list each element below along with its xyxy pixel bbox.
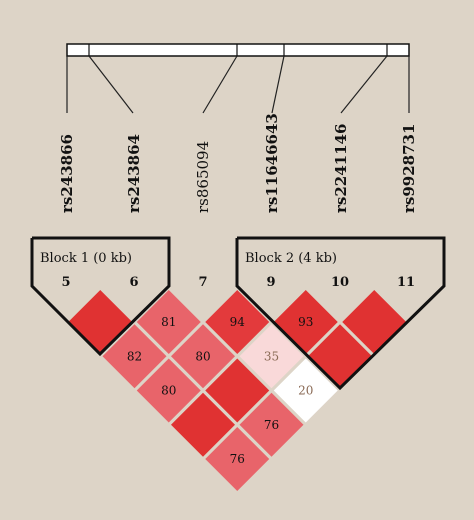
- ld-value-1-2: 81: [161, 315, 176, 329]
- snp-label-rs243866: rs243866: [58, 134, 76, 213]
- snp-index-5: 5: [61, 275, 70, 290]
- snp-labels: rs243866 rs243864 rs865094 rs11646643 rs…: [58, 113, 418, 213]
- snp-label-rs11646643: rs11646643: [263, 113, 281, 213]
- ld-value-1-5: 76: [264, 418, 279, 432]
- block-1-label: Block 1 (0 kb): [40, 251, 132, 266]
- ld-cell-2-5: [273, 358, 338, 423]
- ld-cell-0-3: [136, 358, 201, 423]
- snp-label-rs243864: rs243864: [125, 134, 143, 213]
- ld-cell-0-2: [102, 324, 167, 389]
- ld-cell-1-2: [136, 290, 201, 354]
- snp-label-rs9928731: rs9928731: [400, 124, 418, 213]
- block-2-label: Block 2 (4 kb): [245, 251, 337, 266]
- ld-cell-1-5: [239, 392, 304, 457]
- ld-cell-1-4: [205, 358, 270, 423]
- ld-cell-2-3: [205, 290, 270, 354]
- ld-value-2-3: 94: [230, 315, 246, 329]
- block-2-outline: [235, 236, 446, 391]
- ld-value-0-2: 82: [127, 349, 142, 363]
- ld-cell-0-5: [205, 427, 270, 491]
- snp-index-9: 9: [266, 275, 275, 290]
- snp-index-10: 10: [331, 275, 349, 290]
- snp-label-rs2241146: rs2241146: [332, 124, 350, 213]
- ld-value-3-4: 93: [298, 315, 313, 329]
- snp-connectors: [66, 55, 410, 114]
- ld-value-2-4: 35: [264, 349, 279, 363]
- ld-value-0-3: 80: [161, 384, 176, 398]
- ld-cell-0-4: [171, 392, 235, 457]
- snp-index-11: 11: [397, 275, 415, 290]
- haplotype-blocks: Block 1 (0 kb) Block 2 (4 kb): [30, 236, 446, 391]
- ld-value-1-3: 80: [195, 349, 210, 363]
- ld-cell-2-4: [239, 324, 304, 389]
- ld-value-0-5: 76: [230, 452, 245, 466]
- chromosome-bar: [66, 43, 410, 57]
- snp-label-rs865094: rs865094: [194, 141, 212, 213]
- snp-index-6: 6: [129, 275, 138, 290]
- snp-indices: 5 6 7 9 10 11: [61, 275, 415, 290]
- ld-cells: 81 94 93 82 80 35 80 20 76 76: [68, 290, 407, 491]
- ld-cell-1-3: [171, 324, 235, 389]
- ld-value-2-5: 20: [298, 384, 313, 398]
- block-1-outline: [30, 236, 171, 357]
- snp-index-7: 7: [198, 275, 207, 290]
